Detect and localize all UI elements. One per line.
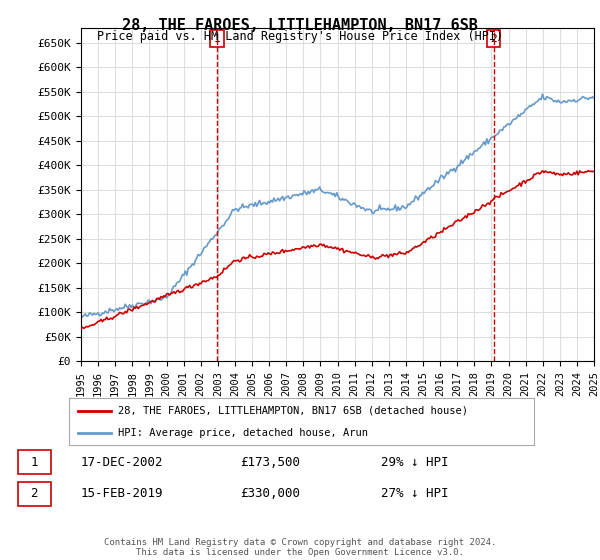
Text: 2: 2 xyxy=(31,487,38,501)
Text: Contains HM Land Registry data © Crown copyright and database right 2024.
This d: Contains HM Land Registry data © Crown c… xyxy=(104,538,496,557)
Text: HPI: Average price, detached house, Arun: HPI: Average price, detached house, Arun xyxy=(118,428,368,438)
Text: 1: 1 xyxy=(214,34,220,44)
Text: 28, THE FAROES, LITTLEHAMPTON, BN17 6SB (detached house): 28, THE FAROES, LITTLEHAMPTON, BN17 6SB … xyxy=(118,406,468,416)
Text: 2: 2 xyxy=(490,34,497,44)
Text: 1: 1 xyxy=(31,455,38,469)
Text: 15-FEB-2019: 15-FEB-2019 xyxy=(81,487,163,501)
Text: £173,500: £173,500 xyxy=(240,455,300,469)
Text: £330,000: £330,000 xyxy=(240,487,300,501)
Text: 29% ↓ HPI: 29% ↓ HPI xyxy=(381,455,449,469)
Text: 27% ↓ HPI: 27% ↓ HPI xyxy=(381,487,449,501)
Text: 28, THE FAROES, LITTLEHAMPTON, BN17 6SB: 28, THE FAROES, LITTLEHAMPTON, BN17 6SB xyxy=(122,18,478,33)
Text: 17-DEC-2002: 17-DEC-2002 xyxy=(81,455,163,469)
Text: Price paid vs. HM Land Registry's House Price Index (HPI): Price paid vs. HM Land Registry's House … xyxy=(97,30,503,43)
